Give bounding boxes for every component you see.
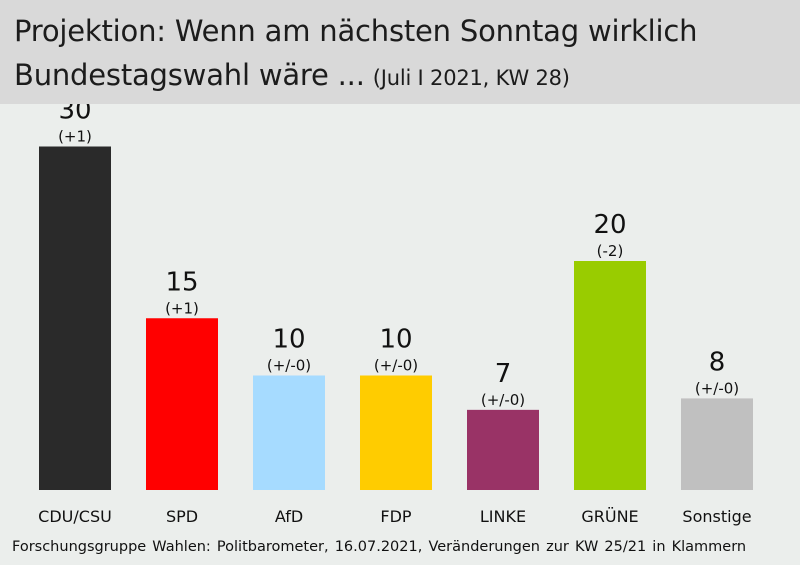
value-label-afd: 10 xyxy=(272,325,305,355)
change-label-grüne: (-2) xyxy=(597,242,624,260)
value-label-grüne: 20 xyxy=(593,210,626,240)
value-label-sonstige: 8 xyxy=(709,347,726,377)
bar-chart: 30 (+1) CDU/CSU 15 (+1) SPD 10 (+/-0) AfD 10 (+/-0… xyxy=(38,104,753,526)
chart-header: Projektion: Wenn am nächsten Sonntag wir… xyxy=(0,0,800,104)
chart-title-line2-text: Bundestagswahl wäre ... xyxy=(14,58,365,92)
value-label-spd: 15 xyxy=(165,267,198,297)
category-label-fdp: FDP xyxy=(380,507,412,526)
bar-afd xyxy=(253,375,325,490)
change-label-cdu-csu: (+1) xyxy=(58,128,92,146)
category-label-afd: AfD xyxy=(275,507,303,526)
value-label-linke: 7 xyxy=(495,359,512,389)
bar-linke xyxy=(467,409,539,490)
change-label-spd: (+1) xyxy=(165,299,199,317)
bar-sonstige xyxy=(681,398,753,490)
change-label-afd: (+/-0) xyxy=(267,357,311,375)
change-label-fdp: (+/-0) xyxy=(374,357,418,375)
category-label-grüne: GRÜNE xyxy=(581,507,638,526)
chart-subtitle: (Juli I 2021, KW 28) xyxy=(372,66,570,90)
change-label-sonstige: (+/-0) xyxy=(695,379,739,397)
change-label-linke: (+/-0) xyxy=(481,391,525,409)
bar-fdp xyxy=(360,375,432,490)
category-label-linke: LINKE xyxy=(480,507,526,526)
bar-grüne xyxy=(574,261,646,490)
category-label-spd: SPD xyxy=(166,507,198,526)
value-label-cdu-csu: 30 xyxy=(58,104,91,126)
chart-title-line2: Bundestagswahl wäre ... (Juli I 2021, KW … xyxy=(14,58,570,92)
bar-spd xyxy=(146,318,218,490)
source-note: Forschungsgruppe Wahlen: Politbarometer,… xyxy=(12,539,747,555)
value-label-fdp: 10 xyxy=(379,325,412,355)
category-label-sonstige: Sonstige xyxy=(682,507,751,526)
category-label-cdu-csu: CDU/CSU xyxy=(38,507,112,526)
bar-cdu-csu xyxy=(39,146,111,490)
chart-title-line1: Projektion: Wenn am nächsten Sonntag wir… xyxy=(14,14,698,48)
